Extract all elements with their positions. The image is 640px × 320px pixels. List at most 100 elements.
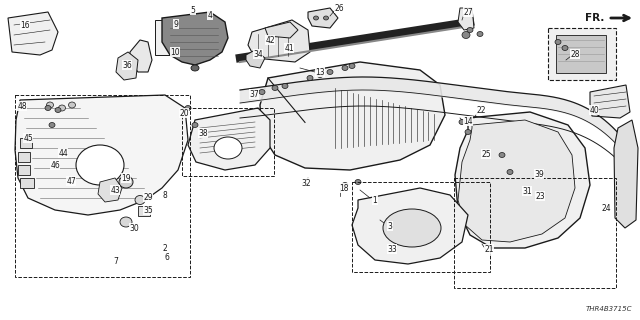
Bar <box>182 108 274 176</box>
Text: 18: 18 <box>339 183 349 193</box>
Ellipse shape <box>342 66 348 70</box>
Text: 9: 9 <box>173 20 179 28</box>
Ellipse shape <box>355 180 361 185</box>
Text: 24: 24 <box>601 204 611 212</box>
Text: 44: 44 <box>58 148 68 157</box>
Ellipse shape <box>120 217 132 227</box>
Ellipse shape <box>259 90 265 94</box>
Polygon shape <box>8 12 58 55</box>
Polygon shape <box>162 12 228 65</box>
Text: THR4B3715C: THR4B3715C <box>586 306 632 312</box>
Ellipse shape <box>49 123 55 127</box>
Bar <box>454 178 616 288</box>
Bar <box>352 182 490 272</box>
Ellipse shape <box>314 16 319 20</box>
Text: 16: 16 <box>20 20 30 29</box>
Text: 45: 45 <box>23 133 33 142</box>
Polygon shape <box>352 188 468 264</box>
Ellipse shape <box>477 31 483 36</box>
Text: 7: 7 <box>113 257 118 266</box>
Text: 41: 41 <box>284 44 294 52</box>
Ellipse shape <box>307 76 313 81</box>
Text: 27: 27 <box>463 7 473 17</box>
Ellipse shape <box>317 73 323 77</box>
Text: 4: 4 <box>207 11 212 20</box>
Text: 31: 31 <box>522 187 532 196</box>
Polygon shape <box>116 52 138 80</box>
Text: 25: 25 <box>481 149 491 158</box>
Text: 36: 36 <box>122 60 132 69</box>
Text: 33: 33 <box>387 244 397 253</box>
Text: 35: 35 <box>143 205 153 214</box>
Ellipse shape <box>342 182 348 188</box>
Text: 37: 37 <box>249 90 259 99</box>
Ellipse shape <box>272 85 278 91</box>
Ellipse shape <box>465 130 471 134</box>
Text: 28: 28 <box>570 50 580 59</box>
Bar <box>18 165 30 175</box>
Ellipse shape <box>562 45 568 51</box>
Text: 23: 23 <box>535 191 545 201</box>
Text: 30: 30 <box>129 223 139 233</box>
Text: 20: 20 <box>179 108 189 117</box>
Polygon shape <box>260 62 445 170</box>
Bar <box>556 35 606 73</box>
Text: 22: 22 <box>476 106 486 115</box>
Text: 3: 3 <box>388 221 392 230</box>
Ellipse shape <box>459 119 465 124</box>
Polygon shape <box>458 8 474 30</box>
Ellipse shape <box>462 31 470 38</box>
Text: 21: 21 <box>484 244 493 253</box>
Ellipse shape <box>327 69 333 75</box>
Text: FR.: FR. <box>584 13 604 23</box>
Text: 39: 39 <box>534 170 544 179</box>
Ellipse shape <box>349 63 355 68</box>
Polygon shape <box>130 40 152 72</box>
Bar <box>138 206 150 216</box>
Ellipse shape <box>185 106 191 110</box>
Bar <box>548 28 616 80</box>
Ellipse shape <box>191 65 199 71</box>
Bar <box>15 95 190 277</box>
Text: 40: 40 <box>589 106 599 115</box>
Ellipse shape <box>76 145 124 185</box>
Text: 10: 10 <box>170 47 180 57</box>
Ellipse shape <box>383 209 441 247</box>
Ellipse shape <box>47 102 54 108</box>
Polygon shape <box>265 22 298 38</box>
Text: 14: 14 <box>463 116 473 125</box>
Text: 26: 26 <box>334 4 344 12</box>
Ellipse shape <box>467 28 473 33</box>
Text: 19: 19 <box>121 173 131 182</box>
Polygon shape <box>98 178 122 202</box>
Polygon shape <box>590 85 630 118</box>
Ellipse shape <box>45 106 51 110</box>
Text: 46: 46 <box>50 161 60 170</box>
Ellipse shape <box>68 102 76 108</box>
Polygon shape <box>246 50 265 68</box>
Text: 32: 32 <box>301 179 311 188</box>
Ellipse shape <box>55 108 61 113</box>
Ellipse shape <box>555 39 561 44</box>
Text: 29: 29 <box>143 193 153 202</box>
Bar <box>20 178 34 188</box>
Ellipse shape <box>499 153 505 157</box>
Text: 2: 2 <box>163 244 168 252</box>
Text: 43: 43 <box>110 186 120 195</box>
Ellipse shape <box>323 16 328 20</box>
Text: 13: 13 <box>315 68 325 76</box>
Text: 1: 1 <box>372 196 378 204</box>
Text: 8: 8 <box>163 190 168 199</box>
Text: 5: 5 <box>191 5 195 14</box>
Polygon shape <box>248 20 310 62</box>
Bar <box>155 20 195 55</box>
Text: 47: 47 <box>66 177 76 186</box>
Polygon shape <box>458 120 575 242</box>
Ellipse shape <box>214 137 242 159</box>
Text: 42: 42 <box>265 36 275 44</box>
Ellipse shape <box>282 84 288 89</box>
Text: 48: 48 <box>17 101 27 110</box>
Ellipse shape <box>58 105 65 111</box>
Text: 34: 34 <box>253 50 263 59</box>
Polygon shape <box>308 8 338 28</box>
